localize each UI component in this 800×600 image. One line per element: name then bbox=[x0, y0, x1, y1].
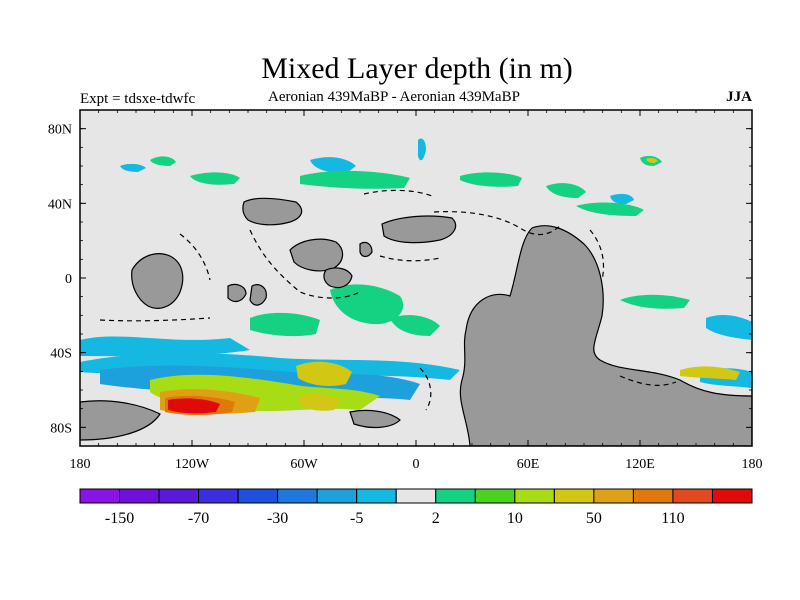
x-tick-label: 120E bbox=[625, 457, 655, 472]
land-masses bbox=[80, 197, 752, 446]
colorbar-label: -150 bbox=[105, 510, 134, 527]
anomaly-patch bbox=[300, 170, 410, 189]
y-tick-label: 80N bbox=[48, 123, 72, 138]
colorbar-label: 110 bbox=[661, 510, 684, 527]
y-tick-label: 0 bbox=[65, 272, 72, 287]
anomaly-patch bbox=[300, 393, 340, 411]
dashed-contour bbox=[249, 229, 361, 299]
continent-patch bbox=[359, 241, 373, 258]
y-tick-label: 40N bbox=[48, 197, 72, 212]
season-label: JJA bbox=[726, 89, 752, 105]
anomaly-patch bbox=[120, 163, 146, 172]
dashed-coastlines bbox=[99, 189, 677, 411]
anomaly-patch bbox=[546, 183, 586, 198]
colorbar-swatch bbox=[198, 488, 239, 504]
x-tick-label: 60E bbox=[517, 457, 540, 472]
anomaly-patch bbox=[706, 315, 752, 340]
colorbar-swatch bbox=[632, 488, 674, 504]
continent-patch bbox=[80, 400, 161, 441]
anomaly-patch bbox=[646, 157, 658, 163]
anomaly-patch bbox=[190, 172, 240, 185]
colorbar: -150 -70 -30 -5 2 10 50 110 bbox=[79, 488, 753, 527]
continent-patch bbox=[381, 215, 457, 244]
colorbar-swatch bbox=[316, 488, 358, 504]
colorbar-swatch bbox=[277, 488, 318, 504]
anomaly-patch bbox=[296, 361, 352, 386]
anomaly-patch bbox=[620, 294, 690, 309]
dashed-contour bbox=[379, 255, 441, 262]
anomaly-patch bbox=[576, 202, 644, 216]
colorbar-swatch bbox=[395, 488, 437, 504]
colorbar-label: 10 bbox=[507, 510, 523, 527]
continent-patch bbox=[349, 409, 401, 429]
colorbar-swatch bbox=[474, 488, 516, 504]
dashed-contour bbox=[99, 317, 211, 322]
map-title: Mixed Layer depth (in m) bbox=[261, 52, 573, 85]
continent-patch bbox=[323, 267, 353, 289]
continent-patch bbox=[289, 238, 344, 272]
colorbar-swatch bbox=[553, 488, 595, 504]
colorbar-swatch bbox=[79, 488, 121, 504]
continent-patch bbox=[227, 283, 247, 303]
dashed-contour bbox=[363, 189, 433, 197]
colorbar-swatch bbox=[356, 488, 397, 504]
dashed-contour bbox=[589, 229, 605, 281]
x-tick-label: 60W bbox=[290, 457, 318, 472]
colorbar-label: 50 bbox=[586, 510, 602, 527]
x-axis: 180 120W 60W 0 60E 120E 180 bbox=[70, 110, 763, 472]
continent-gondwana bbox=[459, 225, 752, 446]
colorbar-swatch bbox=[672, 488, 713, 504]
colorbar-swatch bbox=[711, 488, 753, 504]
anomaly-patch bbox=[80, 353, 460, 380]
colorbar-swatch bbox=[158, 488, 200, 504]
colorbar-label: 2 bbox=[432, 510, 440, 527]
colorbar-swatch bbox=[237, 488, 279, 504]
dashed-contour bbox=[419, 367, 432, 411]
dashed-contour bbox=[433, 211, 561, 236]
anomaly-patch bbox=[80, 336, 250, 357]
x-tick-label: 120W bbox=[175, 457, 210, 472]
colorbar-swatch bbox=[593, 488, 634, 504]
anomaly-patch bbox=[310, 157, 356, 173]
colorbar-label: -70 bbox=[188, 510, 209, 527]
colorbar-swatch bbox=[119, 488, 160, 504]
anomaly-patch bbox=[168, 398, 220, 414]
anomaly-patch bbox=[150, 156, 176, 166]
anomaly-patch bbox=[330, 284, 404, 325]
anomaly-patch bbox=[460, 172, 522, 187]
anomaly-patch bbox=[680, 366, 740, 380]
anomaly-patch bbox=[418, 138, 426, 161]
dashed-contour bbox=[179, 233, 211, 281]
y-tick-label: 40S bbox=[50, 347, 72, 362]
period-label: Aeronian 439MaBP - Aeronian 439MaBP bbox=[268, 89, 520, 105]
anomaly-patch bbox=[250, 312, 320, 337]
colorbar-label: -5 bbox=[350, 510, 363, 527]
x-tick-label: 0 bbox=[413, 457, 420, 472]
x-tick-label: 180 bbox=[70, 457, 91, 472]
colorbar-label: -30 bbox=[267, 510, 288, 527]
x-tick-label: 180 bbox=[742, 457, 763, 472]
colorbar-swatch bbox=[514, 488, 555, 504]
continent-patch bbox=[242, 197, 303, 226]
anomaly-patch bbox=[610, 193, 634, 204]
y-tick-label: 80S bbox=[50, 421, 72, 436]
continent-patch bbox=[131, 253, 184, 309]
anomaly-patch bbox=[390, 315, 440, 336]
continent-patch bbox=[249, 284, 267, 306]
colorbar-swatch bbox=[435, 488, 476, 504]
y-axis: 80N 40N 0 40S 80S bbox=[48, 123, 752, 436]
experiment-label: Expt = tdsxe-tdwfc bbox=[80, 91, 196, 107]
